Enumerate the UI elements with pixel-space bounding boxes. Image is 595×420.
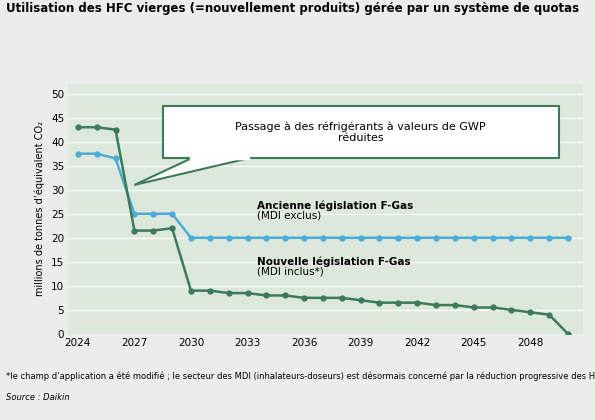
Polygon shape [134,158,248,185]
Y-axis label: millions de tonnes d’équivalent CO₂: millions de tonnes d’équivalent CO₂ [35,121,45,297]
Text: Passage à des réfrigérants à valeurs de GWP
réduites: Passage à des réfrigérants à valeurs de … [236,121,486,143]
Text: (MDI exclus): (MDI exclus) [257,211,321,221]
Text: Nouvelle législation F-Gas: Nouvelle législation F-Gas [257,256,411,267]
Text: (MDI inclus*): (MDI inclus*) [257,266,324,276]
Text: Source : Daikin: Source : Daikin [6,393,70,402]
Text: Utilisation des HFC vierges (=nouvellement produits) gérée par un système de quo: Utilisation des HFC vierges (=nouvelleme… [6,2,579,15]
Text: *le champ d’application a été modifié ; le secteur des MDI (inhalateurs-doseurs): *le champ d’application a été modifié ; … [6,372,595,381]
Text: Ancienne législation F-Gas: Ancienne législation F-Gas [257,201,413,211]
FancyBboxPatch shape [162,105,559,158]
